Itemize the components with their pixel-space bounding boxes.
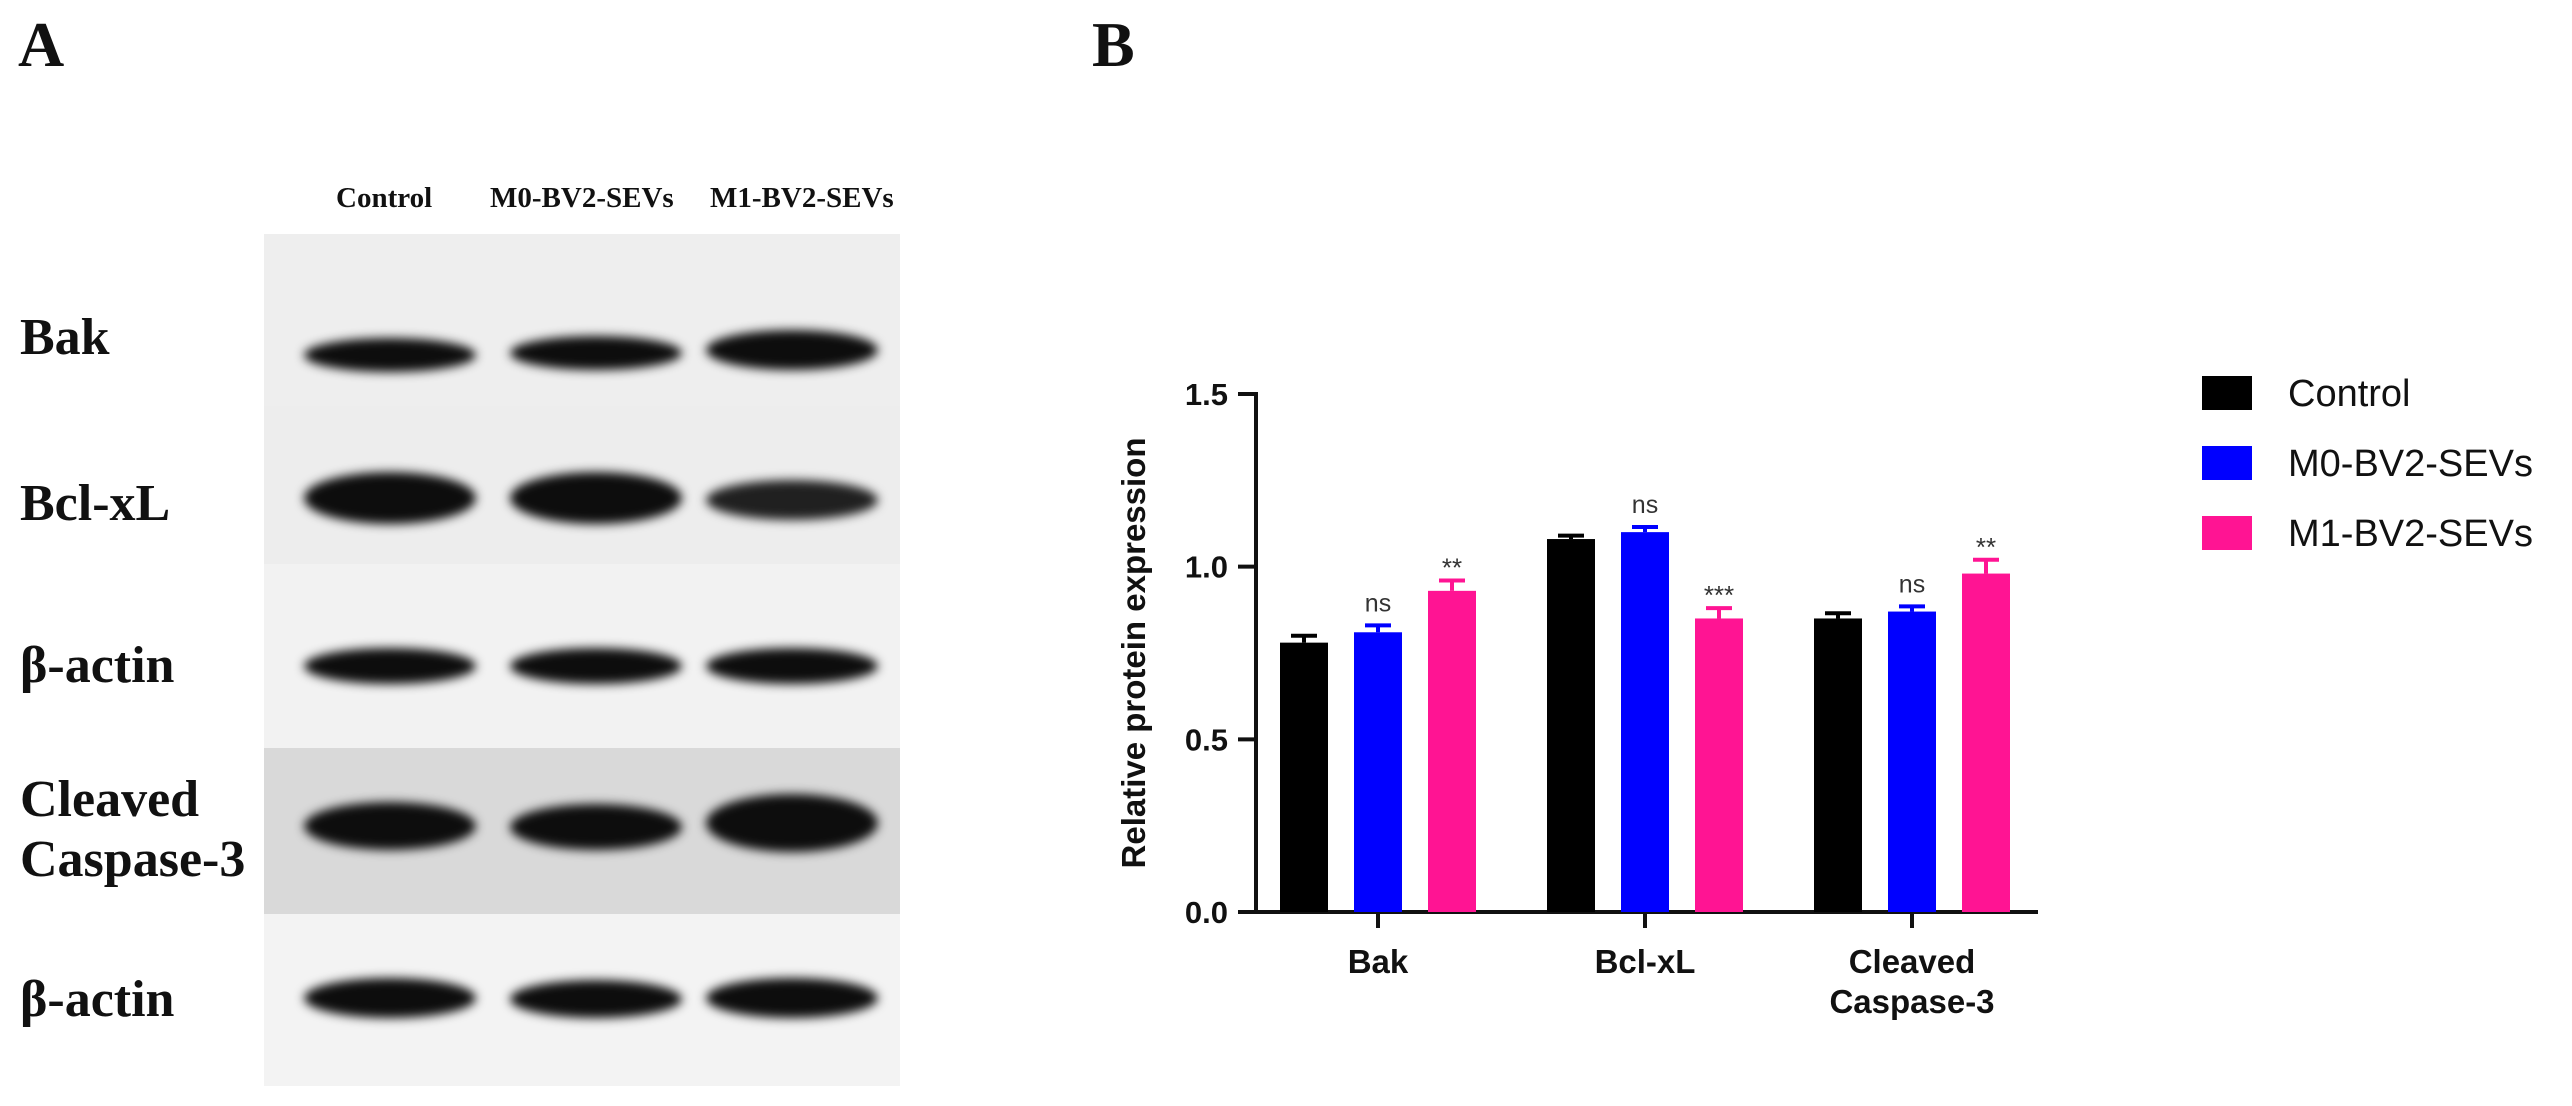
x-tick-label: Bak <box>1348 943 1409 980</box>
significance-label: ** <box>1442 552 1462 582</box>
row-label-bak: Bak <box>20 309 110 366</box>
x-tick-label: Cleaved <box>1849 943 1976 980</box>
band <box>304 648 476 684</box>
band <box>510 980 682 1018</box>
legend-label: Control <box>2288 373 2411 415</box>
row-label-beta-actin-2: β-actin <box>20 971 175 1028</box>
lane-label-m0: M0-BV2-SEVs <box>490 182 674 214</box>
row-label-beta-actin-1: β-actin <box>20 637 175 694</box>
x-tick-label: Bcl-xL <box>1595 943 1696 980</box>
legend-label: M0-BV2-SEVs <box>2288 443 2533 485</box>
band <box>706 978 878 1018</box>
significance-label: ns <box>1899 570 1925 598</box>
y-tick-label: 0.5 <box>1185 722 1228 757</box>
band <box>706 794 878 852</box>
significance-label: ** <box>1976 532 1996 562</box>
row-label-cleaved-caspase-3: Cleaved Caspase-3 <box>20 770 245 890</box>
band <box>510 648 682 684</box>
band <box>304 338 476 372</box>
band <box>510 472 682 524</box>
row-label-line-2: Caspase-3 <box>20 831 246 888</box>
blot-strip-bcl-xl <box>264 406 900 564</box>
band <box>304 978 476 1018</box>
significance-label: ns <box>1365 589 1391 617</box>
blot-strip-beta-actin-2 <box>264 914 900 1086</box>
lane-label-control: Control <box>336 182 433 214</box>
legend-swatch <box>2202 446 2252 480</box>
panel-label-a: A <box>18 9 65 80</box>
legend-swatch <box>2202 376 2252 410</box>
significance-label: ns <box>1632 491 1658 519</box>
band <box>510 336 682 370</box>
blot-strip-beta-actin-1 <box>264 564 900 748</box>
y-tick-label: 0.0 <box>1185 895 1228 930</box>
band <box>304 802 476 850</box>
legend-label: M1-BV2-SEVs <box>2288 513 2533 555</box>
y-tick-label: 1.5 <box>1185 377 1228 412</box>
bar <box>1621 532 1669 912</box>
significance-label: *** <box>1704 580 1734 610</box>
bar <box>1962 573 2010 912</box>
band <box>510 804 682 850</box>
bar <box>1547 539 1595 912</box>
chart-bars: ns ** ns *** ns ** <box>1280 491 2010 912</box>
panel-label-b: B <box>1092 9 1135 80</box>
bar <box>1280 642 1328 912</box>
blot-strip-cleaved-caspase-3 <box>264 748 900 914</box>
y-axis-label: Relative protein expression <box>1115 438 1152 869</box>
band <box>706 480 878 520</box>
chart-legend: Control M0-BV2-SEVs M1-BV2-SEVs <box>2202 373 2533 555</box>
bar <box>1354 632 1402 912</box>
lane-label-m1: M1-BV2-SEVs <box>710 182 894 214</box>
bar <box>1888 611 1936 912</box>
band <box>706 330 878 370</box>
bar <box>1695 618 1743 912</box>
bar <box>1814 618 1862 912</box>
bar <box>1428 590 1476 912</box>
band <box>706 648 878 684</box>
x-tick-label: Caspase-3 <box>1829 983 1994 1020</box>
band <box>304 472 476 524</box>
legend-swatch <box>2202 516 2252 550</box>
y-tick-label: 1.0 <box>1185 550 1228 585</box>
row-label-bcl-xl: Bcl-xL <box>20 475 171 532</box>
row-label-line-1: Cleaved <box>20 771 200 828</box>
blot-strip-bak <box>264 234 900 406</box>
